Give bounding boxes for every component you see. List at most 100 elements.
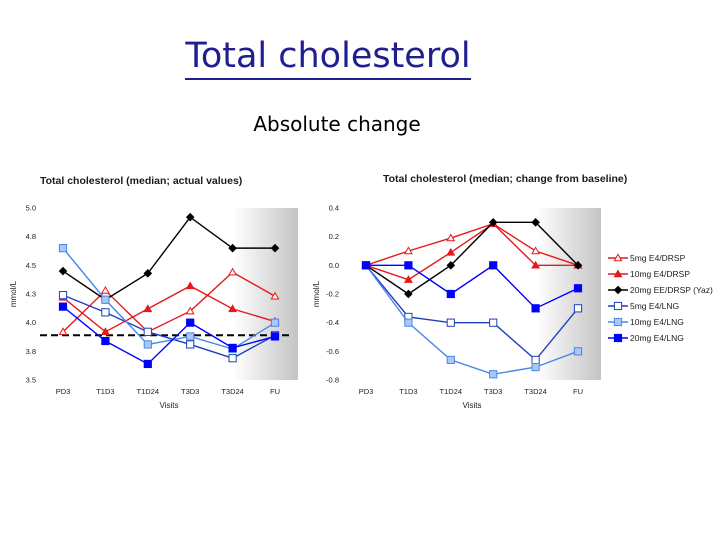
chart2-series-5-point [404,318,413,327]
chart2-series-4-point [573,304,583,313]
chart1-x-tick-label: FU [270,387,280,396]
chart2-x-tick-label: T3D24 [524,387,547,396]
chart1-y-tick-label: 5.0 [26,204,36,213]
chart2-series-5-point [573,347,583,356]
chart2-series-6-point [404,261,413,270]
chart2-series-line-1 [365,222,579,266]
chart2-series-line-3 [365,221,579,295]
chart1-y-tick-label: 4.8 [26,232,36,241]
chart1-series-3-point [228,243,237,253]
chart2-y-tick-label: 0.2 [329,232,339,241]
chart1-series-3-point [270,243,280,253]
chart2-series-3-point [573,261,583,270]
chart1-series-6-point [228,343,237,352]
chart1-series-4-point [58,291,68,300]
chart1-x-tick-label: T3D3 [181,387,199,396]
chart2-x-axis-label: Visits [463,401,482,410]
chart1-series-1-point [185,306,195,315]
chart1-title: Total cholesterol (median; actual values… [40,175,242,187]
chart2-series-5-point [446,355,455,365]
chart1-series-1-point [100,285,110,294]
chart1-series-2-point [228,304,238,313]
chart2-y-tick-label: 0.4 [329,204,339,213]
chart1-series-5-point [186,332,195,341]
chart1-y-axis-label: mmol/L [9,280,18,307]
slide-title-text: Total cholesterol [185,36,471,80]
chart1-series-1-point [58,327,68,336]
legend-label-3: 20mg EE/DRSP (Yaz) [630,285,713,295]
chart2-series-3-point [446,261,456,270]
chart2-y-tick-label: -0.8 [326,376,339,385]
chart2-series-5-point [531,363,540,372]
chart2-series-3-point [488,218,498,227]
chart2-x-tick-label: T1D24 [440,387,463,396]
chart1-series-5-point [101,295,110,304]
legend-marker-4 [613,301,623,311]
chart2-title: Total cholesterol (median; change from b… [383,173,627,185]
chart1-series-4-point [143,327,152,336]
chart2-series-2-point [403,275,413,283]
chart1-series-2-point [100,327,110,336]
chart2-y-tick-label: -0.4 [326,318,339,327]
chart2-series-6-point [489,261,498,270]
legend-label-5: 10mg E4/LNG [630,317,684,327]
legend-label-2: 10mg E4/DRSP [630,269,690,279]
chart2-x-tick-label: PD3 [359,387,374,396]
chart2-series-1-point [446,233,456,242]
chart2-series-2-point [446,247,456,256]
chart2-y-tick-label: 0.0 [329,261,339,270]
chart1-series-6-point [143,359,152,369]
chart2-series-3-point [404,289,413,299]
chart2-series-5-point [489,370,498,379]
chart1-series-6-point [101,336,110,346]
chart2-series-4-point [489,318,498,327]
chart1-series-4-point [228,354,237,363]
chart1-series-line-1 [62,271,276,333]
chart1-series-3-point [58,266,68,276]
legend-label-6: 20mg E4/LNG [630,333,684,343]
chart2-series-6-point [531,304,540,313]
chart1-series-6-point [58,302,68,311]
chart1-series-4-point [186,340,195,349]
chart1-series-5-point [58,244,68,253]
chart2-series-4-point [446,318,455,327]
chart1-series-5-point [270,318,280,327]
slide-subtitle: Absolute change [253,112,421,136]
chart2-series-6-point [361,261,371,270]
chart1-series-line-6 [62,306,276,365]
chart2-series-6-point [446,289,455,299]
chart1-series-3-point [143,269,153,278]
chart2-x-tick-label: T1D3 [399,387,417,396]
chart1-series-3-point [185,212,195,222]
chart1-x-tick-label: T1D3 [96,387,114,396]
chart1-series-1-point [270,291,280,300]
chart1-series-6-point [270,332,280,341]
chart2-series-line-4 [365,264,579,361]
chart1-x-tick-label: PD3 [56,387,71,396]
chart1-y-tick-label: 3.5 [26,376,36,385]
chart1-series-6-point [186,318,195,327]
chart1-series-1-point [228,267,238,276]
chart2-series-6-point [573,284,583,293]
chart2-series-1-point [531,246,541,255]
chart1-x-tick-label: T1D24 [137,387,160,396]
chart1-plot-area [40,208,298,380]
chart1-x-axis-label: Visits [160,401,179,410]
chart1-series-line-3 [62,216,275,301]
chart2-x-tick-label: FU [573,387,583,396]
chart2-series-1-point [403,246,413,255]
legend-marker-1 [613,253,623,262]
legend-label-1: 5mg E4/DRSP [630,253,686,263]
chart2-series-line-6 [366,264,579,310]
chart2-y-axis-label: mmol/L [312,280,321,307]
chart1-x-tick-label: T3D24 [221,387,244,396]
legend-label-4: 5mg E4/LNG [630,301,679,311]
legend-marker-5 [613,317,623,327]
chart2-x-tick-label: T3D3 [484,387,502,396]
legend-marker-3 [613,285,623,295]
legend-marker-6 [613,333,623,343]
chart1-y-tick-label: 4.0 [26,318,36,327]
chart2-y-tick-label: -0.6 [326,347,339,356]
chart1-series-5-point [143,340,152,349]
